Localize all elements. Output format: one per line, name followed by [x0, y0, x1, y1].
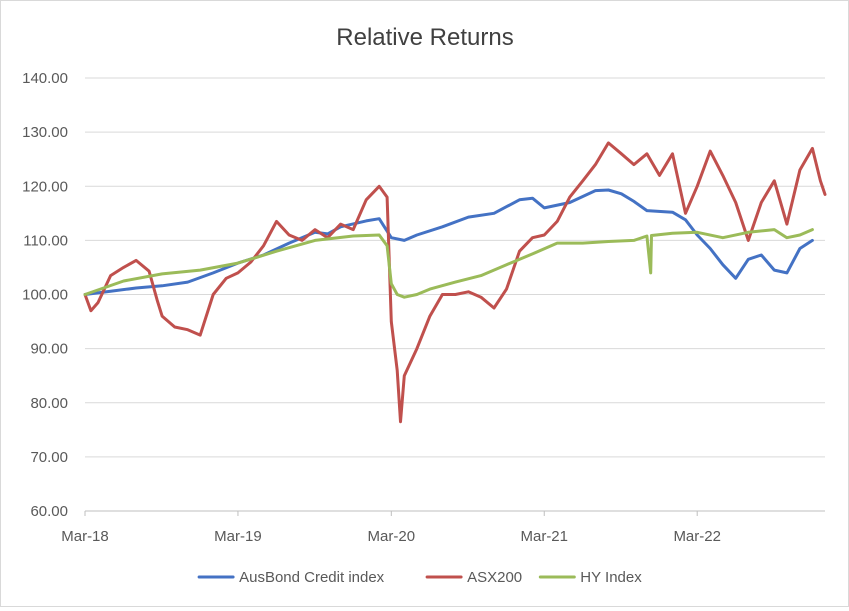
y-tick-label: 90.00	[30, 341, 68, 358]
x-tick-label: Mar-18	[61, 528, 109, 545]
y-tick-label: 100.00	[22, 287, 68, 304]
y-tick-label: 140.00	[22, 70, 68, 87]
chart-title: Relative Returns	[336, 24, 513, 51]
series-line-3	[83, 228, 814, 299]
y-tick-label: 70.00	[30, 449, 68, 466]
legend-label: ASX200	[467, 569, 522, 586]
x-axis-ticks: Mar-18 Mar-19 Mar-20 Mar-21 Mar-22	[61, 511, 721, 545]
y-axis-ticks: 60.00 70.00 80.00 90.00 100.00 110.00 120.00 13…	[22, 70, 68, 520]
y-tick-label: 80.00	[30, 395, 68, 412]
x-tick-label: Mar-20	[368, 528, 416, 545]
legend: AusBond Credit index ASX200 HY Index	[197, 569, 642, 586]
series-lines	[83, 141, 827, 424]
legend-label: HY Index	[580, 569, 642, 586]
legend-label: AusBond Credit index	[239, 569, 385, 586]
x-tick-label: Mar-21	[520, 528, 568, 545]
series-line-2	[83, 141, 827, 424]
x-tick-label: Mar-22	[673, 528, 721, 545]
y-tick-label: 60.00	[30, 503, 68, 520]
y-tick-label: 110.00	[23, 232, 68, 249]
series-line-1	[83, 188, 814, 296]
x-tick-label: Mar-19	[214, 528, 262, 545]
y-tick-label: 120.00	[22, 178, 68, 195]
y-tick-label: 130.00	[22, 124, 68, 141]
